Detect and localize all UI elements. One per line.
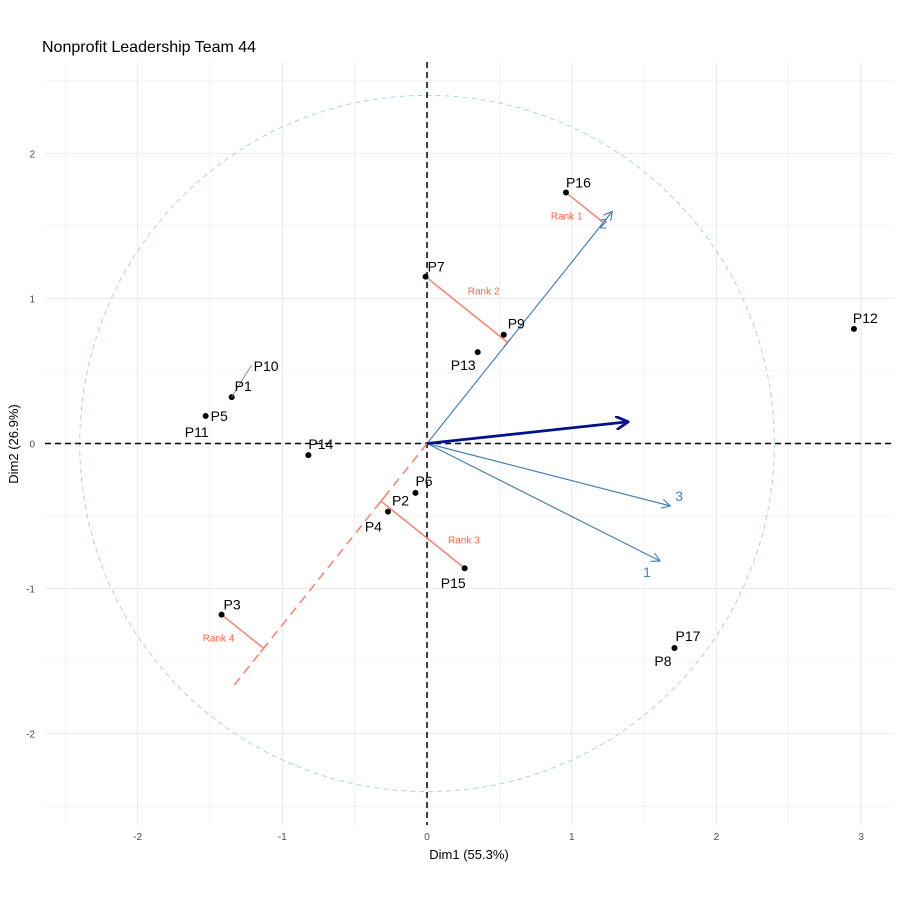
point-label: P5 xyxy=(211,408,228,424)
rank-label: Rank 4 xyxy=(203,634,235,645)
y-tick-label: 1 xyxy=(29,294,35,305)
rank-segment xyxy=(565,191,604,224)
point-label: P7 xyxy=(428,259,445,275)
point-label: P10 xyxy=(254,358,279,374)
point-label: P13 xyxy=(451,357,476,373)
vector-label: 3 xyxy=(675,488,683,504)
data-point xyxy=(461,565,468,572)
data-point xyxy=(500,331,507,338)
x-tick-label: -1 xyxy=(278,832,287,843)
rank-tick xyxy=(259,643,268,653)
point-label: P11 xyxy=(185,424,209,440)
x-tick-label: -2 xyxy=(133,832,142,843)
vectors: 2 3 1 xyxy=(426,211,683,580)
x-axis-label: Dim1 (55.3%) xyxy=(429,847,508,862)
data-point xyxy=(218,611,225,618)
chart-title: Nonprofit Leadership Team 44 xyxy=(42,39,256,56)
vector-arrow xyxy=(426,442,660,561)
data-point xyxy=(671,645,678,652)
point-label: P15 xyxy=(441,575,466,591)
rank-label: Rank 1 xyxy=(551,212,583,223)
point-label: P12 xyxy=(853,310,878,326)
y-tick-label: -2 xyxy=(26,730,35,741)
vector-label: 2 xyxy=(599,215,607,231)
x-tick-label: 1 xyxy=(569,832,575,843)
point-label: P1 xyxy=(235,378,252,394)
data-point xyxy=(422,273,429,280)
rank-segment xyxy=(380,500,466,569)
data-point xyxy=(202,412,209,419)
point-label: P6 xyxy=(415,473,432,489)
label-leader-line xyxy=(231,364,253,398)
data-point xyxy=(412,489,419,496)
rank-projections: Rank 1 Rank 2 Rank 3 Rank 4 xyxy=(203,191,608,688)
tick-labels: -2 -1 0 1 2 3 -2 -1 0 1 2 xyxy=(26,149,864,843)
mean-vector-arrow xyxy=(426,422,628,445)
point-label: P4 xyxy=(365,519,382,535)
point-label: P16 xyxy=(566,175,591,191)
vector-label: 1 xyxy=(643,564,651,580)
y-tick-label: 2 xyxy=(29,149,35,160)
data-point xyxy=(562,189,569,196)
point-label: P3 xyxy=(224,597,241,613)
point-label: P9 xyxy=(508,316,525,332)
x-tick-label: 3 xyxy=(858,832,864,843)
data-point xyxy=(305,452,312,459)
point-label: P2 xyxy=(392,493,409,509)
point-label: P14 xyxy=(308,436,333,452)
rank-label: Rank 2 xyxy=(468,287,500,298)
data-point xyxy=(384,508,391,515)
data-point xyxy=(850,325,857,332)
rank-label: Rank 3 xyxy=(448,536,480,547)
y-axis-label: Dim2 (26.9%) xyxy=(6,404,21,483)
point-label: P17 xyxy=(675,628,700,644)
rank-segment xyxy=(221,614,265,649)
y-tick-label: 0 xyxy=(29,440,35,451)
x-tick-label: 2 xyxy=(714,832,720,843)
vector-arrow xyxy=(426,442,670,506)
rank-tick xyxy=(377,496,385,506)
vector-arrow xyxy=(426,211,612,444)
x-tick-label: 0 xyxy=(424,832,430,843)
y-tick-label: -1 xyxy=(26,585,35,596)
point-label: P8 xyxy=(654,653,671,669)
rank-segment xyxy=(425,276,509,344)
data-point xyxy=(474,349,481,356)
